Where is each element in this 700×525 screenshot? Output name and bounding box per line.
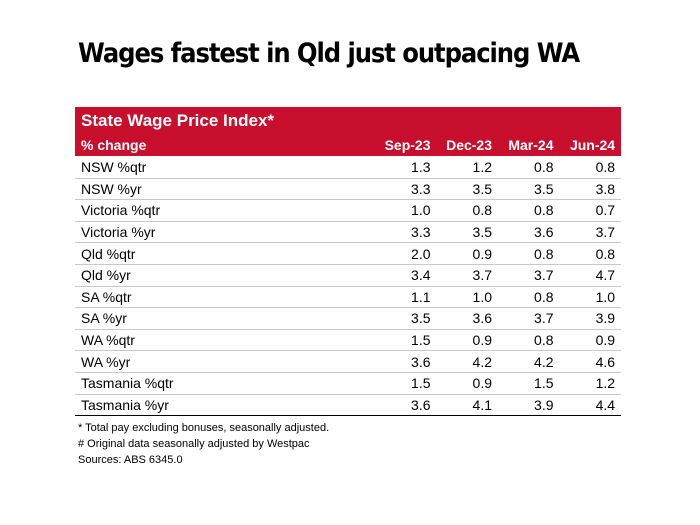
table-cell: 0.9 <box>436 242 498 265</box>
table-cell: 3.7 <box>498 264 560 287</box>
table-row: NSW %yr 3.3 3.5 3.5 3.8 <box>75 178 622 201</box>
table-cell: 3.9 <box>559 307 622 330</box>
sources-note: Sources: ABS 6345.0 <box>78 454 183 466</box>
table-title: State Wage Price Index* <box>75 107 622 134</box>
table-row: SA %qtr 1.1 1.0 0.8 1.0 <box>75 286 622 309</box>
table-row: WA %qtr 1.5 0.9 0.8 0.9 <box>75 329 622 352</box>
table-row: Tasmania %qtr 1.5 0.9 1.5 1.2 <box>75 372 622 395</box>
table-cell: 0.8 <box>498 199 560 222</box>
table-cell: 0.8 <box>498 156 560 179</box>
table-cell: 3.7 <box>436 264 498 287</box>
table-cell: 4.7 <box>559 264 622 287</box>
table-cell: 1.5 <box>375 329 437 352</box>
table-cell: 1.0 <box>559 286 622 309</box>
table-row: WA %yr 3.6 4.2 4.2 4.6 <box>75 350 622 373</box>
table-cell: 3.6 <box>375 394 437 417</box>
row-label: Tasmania %qtr <box>75 372 375 395</box>
table-cell: 4.2 <box>436 350 498 373</box>
column-header: Sep-23 <box>375 134 437 157</box>
row-label: WA %qtr <box>75 329 375 352</box>
footnotes: * Total pay excluding bonuses, seasonall… <box>78 420 329 468</box>
table-cell: 0.8 <box>498 286 560 309</box>
table-header-row: % change Sep-23 Dec-23 Mar-24 Jun-24 <box>75 134 622 157</box>
table-cell: 0.7 <box>559 199 622 222</box>
row-header-label: % change <box>75 134 375 157</box>
table-cell: 3.6 <box>436 307 498 330</box>
column-header: Jun-24 <box>559 134 622 157</box>
page-headline: Wages fastest in Qld just outpacing WA <box>78 38 580 69</box>
row-label: NSW %qtr <box>75 156 375 179</box>
row-label: Qld %qtr <box>75 242 375 265</box>
table-row: NSW %qtr 1.3 1.2 0.8 0.8 <box>75 156 622 179</box>
table-cell: 1.2 <box>559 372 622 395</box>
row-label: SA %qtr <box>75 286 375 309</box>
footnote-total-pay: * Total pay excluding bonuses, seasonall… <box>78 422 330 434</box>
table-cell: 0.8 <box>498 329 560 352</box>
table-cell: 3.6 <box>498 221 560 244</box>
table-row: Qld %qtr 2.0 0.9 0.8 0.8 <box>75 242 622 265</box>
column-header: Dec-23 <box>436 134 498 157</box>
table-cell: 3.5 <box>436 178 498 201</box>
table-row: Victoria %yr 3.3 3.5 3.6 3.7 <box>75 221 622 244</box>
table-cell: 1.0 <box>436 286 498 309</box>
table-row: Tasmania %yr 3.6 4.1 3.9 4.4 <box>75 394 622 417</box>
table-cell: 2.0 <box>375 242 437 265</box>
table-cell: 1.3 <box>375 156 437 179</box>
column-header: Mar-24 <box>498 134 560 157</box>
table-cell: 0.8 <box>498 242 560 265</box>
table-cell: 3.3 <box>375 221 437 244</box>
table-cell: 3.5 <box>498 178 560 201</box>
row-label: NSW %yr <box>75 178 375 201</box>
row-label: WA %yr <box>75 350 375 373</box>
table-cell: 1.0 <box>375 199 437 222</box>
row-label: Victoria %yr <box>75 221 375 244</box>
table-cell: 1.1 <box>375 286 437 309</box>
table-cell: 0.8 <box>559 242 622 265</box>
table-row: SA %yr 3.5 3.6 3.7 3.9 <box>75 307 622 330</box>
row-label: Tasmania %yr <box>75 394 375 417</box>
table-cell: 0.8 <box>559 156 622 179</box>
table-cell: 1.2 <box>436 156 498 179</box>
row-label: Victoria %qtr <box>75 199 375 222</box>
table-cell: 4.2 <box>498 350 560 373</box>
table-cell: 4.6 <box>559 350 622 373</box>
table-cell: 3.5 <box>375 307 437 330</box>
table-cell: 4.4 <box>559 394 622 417</box>
table-cell: 3.8 <box>559 178 622 201</box>
table-cell: 0.9 <box>436 329 498 352</box>
row-label: Qld %yr <box>75 264 375 287</box>
table-cell: 4.1 <box>436 394 498 417</box>
footnote-westpac: # Original data seasonally adjusted by W… <box>78 438 310 450</box>
table-cell: 0.9 <box>559 329 622 352</box>
table-cell: 3.6 <box>375 350 437 373</box>
table-cell: 3.3 <box>375 178 437 201</box>
table-cell: 3.9 <box>498 394 560 417</box>
table-row: Qld %yr 3.4 3.7 3.7 4.7 <box>75 264 622 287</box>
table-cell: 1.5 <box>498 372 560 395</box>
table-row: Victoria %qtr 1.0 0.8 0.8 0.7 <box>75 199 622 222</box>
table-cell: 1.5 <box>375 372 437 395</box>
table-cell: 0.9 <box>436 372 498 395</box>
table-cell: 3.7 <box>498 307 560 330</box>
wage-price-index-table: State Wage Price Index* % change Sep-23 … <box>75 107 622 417</box>
table-cell: 0.8 <box>436 199 498 222</box>
table-cell: 3.5 <box>436 221 498 244</box>
row-label: SA %yr <box>75 307 375 330</box>
table-cell: 3.7 <box>559 221 622 244</box>
table-cell: 3.4 <box>375 264 437 287</box>
